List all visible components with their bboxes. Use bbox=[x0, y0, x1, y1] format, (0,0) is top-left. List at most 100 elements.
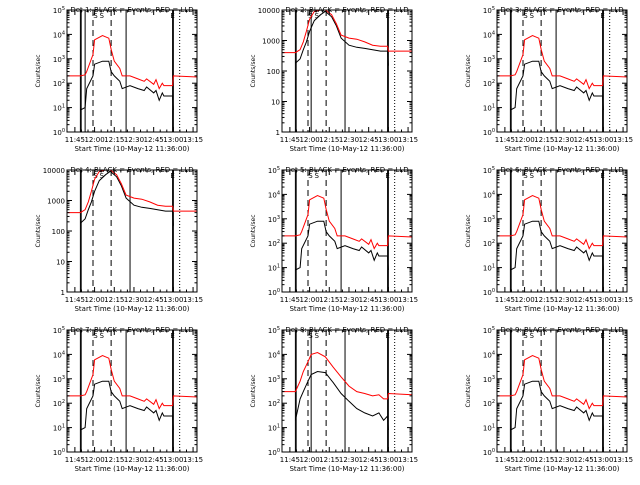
x-tick-label: 11:45 bbox=[280, 296, 300, 304]
x-tick-label: 12:15 bbox=[104, 136, 124, 144]
series-line-events bbox=[510, 60, 604, 111]
x-axis-label: Start Time (10-May-12 11:36:00) bbox=[504, 465, 619, 473]
series-line-events bbox=[294, 370, 389, 431]
x-tick-label: 12:30 bbox=[339, 456, 359, 464]
x-tick-label: 13:15 bbox=[613, 296, 633, 304]
series-line-lld bbox=[497, 34, 627, 90]
x-tick-label: 12:00 bbox=[84, 136, 104, 144]
panel-det-5: S S E 100 101 102 103 104 105 11:45 12:00 12:15 12:3… bbox=[250, 166, 418, 313]
marker-label: E bbox=[600, 12, 604, 20]
series-line-lld bbox=[282, 10, 412, 54]
x-tick-label: 13:00 bbox=[378, 456, 398, 464]
series-line-events bbox=[510, 380, 604, 431]
panel-title: Det 9: BLACK = Events, RED = LLD bbox=[500, 326, 623, 334]
x-tick-label: 12:45 bbox=[574, 136, 594, 144]
marker-label: E bbox=[170, 172, 174, 180]
y-tick-label: 100 bbox=[267, 68, 280, 76]
x-tick-label: 13:00 bbox=[378, 136, 398, 144]
x-tick-label: 12:45 bbox=[144, 136, 164, 144]
marker-label: E bbox=[600, 172, 604, 180]
series-line-events bbox=[80, 60, 174, 111]
x-tick-label: 12:30 bbox=[554, 456, 574, 464]
series-line-events bbox=[295, 10, 389, 66]
x-tick-label: 12:15 bbox=[319, 456, 339, 464]
plot-frame bbox=[66, 169, 198, 293]
x-tick-label: 12:45 bbox=[359, 456, 379, 464]
series-line-lld bbox=[67, 170, 197, 214]
y-tick-label: 102 bbox=[53, 399, 65, 408]
y-tick-label: 100 bbox=[53, 448, 65, 457]
x-tick-label: 12:45 bbox=[574, 456, 594, 464]
y-tick-label: 102 bbox=[483, 239, 495, 248]
y-tick-label: 101 bbox=[483, 264, 495, 273]
marker-label: S bbox=[530, 12, 535, 20]
series-group bbox=[497, 34, 627, 111]
y-tick-label: 104 bbox=[53, 30, 65, 39]
y-tick-label: 103 bbox=[483, 55, 495, 64]
series-group bbox=[282, 351, 412, 431]
x-tick-label: 12:45 bbox=[359, 296, 379, 304]
series-group bbox=[67, 34, 197, 111]
x-axis-label: Start Time (10-May-12 11:36:00) bbox=[289, 305, 404, 313]
panel-det-4: S S E 1 10 100 1000 10000 11:45 12:00 12:15 12:30 12… bbox=[35, 166, 203, 313]
x-tick-label: 11:45 bbox=[495, 296, 515, 304]
x-tick-label: 13:00 bbox=[163, 136, 183, 144]
panel-title: Det 5: BLACK = Events, RED = LLD bbox=[285, 166, 408, 174]
x-tick-label: 13:15 bbox=[613, 136, 633, 144]
y-tick-label: 101 bbox=[53, 424, 65, 433]
series-group bbox=[497, 354, 627, 431]
y-axis-label: Counts/sec bbox=[465, 214, 472, 247]
x-tick-label: 13:15 bbox=[183, 296, 203, 304]
x-axis-label: Start Time (10-May-12 11:36:00) bbox=[504, 305, 619, 313]
series-line-lld bbox=[497, 194, 627, 250]
y-tick-label: 101 bbox=[268, 264, 280, 273]
y-tick-label: 1000 bbox=[47, 198, 65, 206]
panel-title: Det 3: BLACK = Events, RED = LLD bbox=[500, 6, 623, 14]
y-tick-label: 103 bbox=[483, 375, 495, 384]
x-tick-label: 12:00 bbox=[84, 296, 104, 304]
series-line-events bbox=[80, 380, 174, 431]
marker-label: S bbox=[100, 172, 105, 180]
marker-label: S bbox=[93, 12, 98, 20]
x-tick-label: 13:00 bbox=[593, 136, 613, 144]
x-tick-label: 11:45 bbox=[280, 456, 300, 464]
x-tick-label: 12:45 bbox=[359, 136, 379, 144]
series-group bbox=[282, 10, 412, 66]
plot-frame bbox=[66, 9, 198, 133]
y-tick-label: 103 bbox=[53, 375, 65, 384]
x-tick-label: 13:15 bbox=[398, 136, 418, 144]
y-tick-label: 100 bbox=[268, 288, 280, 297]
y-tick-label: 101 bbox=[483, 424, 495, 433]
x-axis-label: Start Time (10-May-12 11:36:00) bbox=[289, 145, 404, 153]
y-tick-label: 105 bbox=[53, 6, 65, 15]
y-axis-label: Counts/sec bbox=[35, 374, 42, 407]
plot-frame bbox=[281, 9, 413, 133]
x-tick-label: 11:45 bbox=[495, 456, 515, 464]
plot-frame bbox=[496, 329, 628, 453]
x-tick-label: 12:15 bbox=[104, 296, 124, 304]
x-tick-label: 13:15 bbox=[613, 456, 633, 464]
marker-label: S bbox=[93, 332, 98, 340]
marker-label: S bbox=[315, 172, 320, 180]
y-axis-label: Counts/sec bbox=[250, 214, 257, 247]
y-tick-label: 10 bbox=[271, 99, 280, 107]
series-line-lld bbox=[67, 354, 197, 410]
marker-label: S bbox=[308, 12, 313, 20]
panel-title: Det 6: BLACK = Events, RED = LLD bbox=[500, 166, 623, 174]
marker-label: S bbox=[308, 172, 313, 180]
y-tick-label: 104 bbox=[268, 350, 280, 359]
y-tick-label: 102 bbox=[268, 239, 280, 248]
series-group bbox=[67, 354, 197, 431]
y-tick-label: 102 bbox=[483, 399, 495, 408]
y-tick-label: 10 bbox=[56, 259, 65, 267]
series-line-events bbox=[510, 220, 604, 271]
y-tick-label: 105 bbox=[268, 166, 280, 175]
y-tick-label: 10000 bbox=[258, 7, 280, 15]
x-tick-label: 12:00 bbox=[299, 456, 319, 464]
x-tick-label: 12:30 bbox=[124, 456, 144, 464]
x-tick-label: 13:15 bbox=[183, 136, 203, 144]
panel-det-7: S S E 100 101 102 103 104 105 11:45 12:00 12:15 12:3… bbox=[35, 326, 203, 473]
